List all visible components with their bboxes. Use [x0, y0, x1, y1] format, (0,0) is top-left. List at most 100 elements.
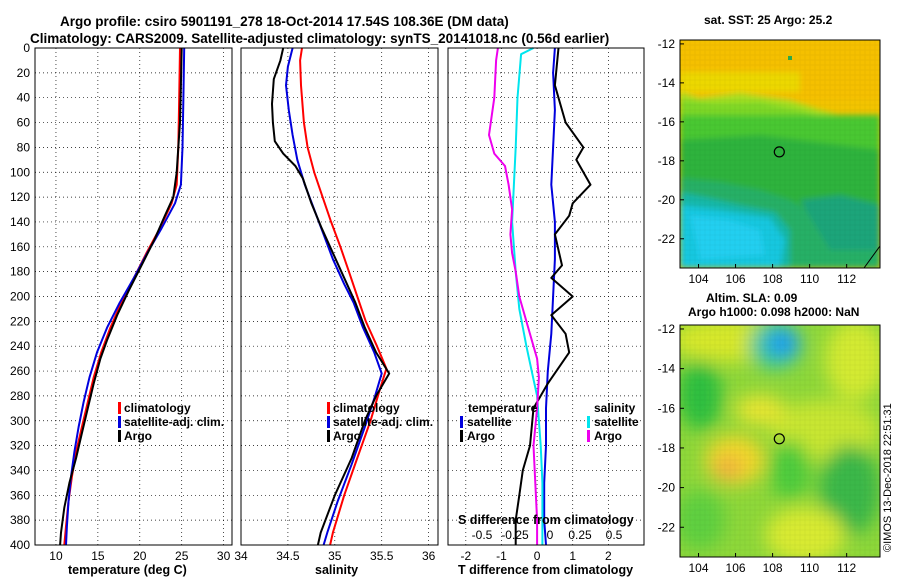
legend-swatch-s-satellite — [587, 416, 590, 428]
map-lon-label: 104 — [689, 561, 709, 575]
temperature-panel: 0 20 40 60 80 100 120 140 160 180 200 220 240 260 280 3… — [10, 41, 233, 577]
x-tick-label: 30 — [217, 549, 231, 563]
map-lat-label: -16 — [658, 115, 676, 129]
depth-tick-label: 400 — [10, 538, 30, 552]
s-difference-ticks: -0.5 -0.25 0 0.25 0.5 — [472, 528, 623, 542]
x-tick-label: 20 — [133, 549, 147, 563]
t-difference-xlabel: T difference from climatology — [458, 563, 633, 577]
map-lon-label: 108 — [763, 272, 783, 286]
legend-swatch-argo — [118, 430, 121, 442]
map-lat-label: -18 — [658, 441, 676, 455]
temperature-xlabel: temperature (deg C) — [68, 563, 187, 577]
legend-swatch-argo — [327, 430, 330, 442]
depth-tick-label: 300 — [10, 414, 30, 428]
depth-tick-label: 100 — [10, 165, 30, 179]
legend-swatch-s-argo — [587, 430, 590, 442]
legend-swatch-climatology — [327, 402, 330, 414]
s-tick-3: 0 — [547, 528, 554, 542]
depth-tick-label: 240 — [10, 339, 30, 353]
salinity-panel: 34 34.5 35 35.5 36 salinity climatology sate… — [234, 47, 439, 577]
sla-map-title-2: Argo h1000: 0.098 h2000: NaN — [688, 305, 859, 319]
s-tick-5: 0.5 — [606, 528, 623, 542]
series-line-argo — [59, 47, 183, 546]
legend-label-t-satellite: satellite — [467, 415, 512, 429]
difference-lines — [488, 47, 592, 546]
depth-tick-label: 80 — [17, 140, 31, 154]
map-lon-label: 106 — [726, 272, 746, 286]
x-tick-label: 35.5 — [370, 549, 394, 563]
series-line-t-satellite — [543, 47, 556, 546]
map-lat-label: -14 — [658, 362, 676, 376]
x-tick-label: 0 — [534, 549, 541, 563]
legend-swatch-satellite — [327, 416, 330, 428]
legend-label-argo: Argo — [333, 429, 361, 443]
map-lon-label: 104 — [689, 272, 709, 286]
map-lon-label: 110 — [800, 561, 819, 575]
temperature-grid — [35, 47, 232, 546]
series-line-climatology — [299, 47, 388, 546]
sst-field — [680, 40, 880, 268]
depth-tick-label: 280 — [10, 389, 30, 403]
sla-field — [680, 325, 880, 557]
series-line-argo — [271, 47, 391, 546]
x-tick-label: 25 — [175, 549, 189, 563]
legend-swatch-t-argo — [460, 430, 463, 442]
depth-tick-label: 200 — [10, 290, 30, 304]
map-lat-label: -22 — [658, 520, 676, 534]
x-tick-label: -1 — [496, 549, 507, 563]
depth-tick-label: 260 — [10, 364, 30, 378]
temperature-tick-labels: 10 15 20 25 30 — [49, 549, 230, 563]
depth-tick-label: 140 — [10, 215, 30, 229]
legend-label-s-argo: Argo — [594, 429, 622, 443]
difference-grid — [448, 47, 644, 546]
difference-axes — [447, 47, 645, 546]
depth-tick-label: 40 — [17, 91, 31, 105]
x-tick-label: 2 — [605, 549, 612, 563]
s-tick-4: 0.25 — [568, 528, 592, 542]
legend-temperature-title: temperature — [468, 401, 538, 415]
depth-tick-label: 20 — [17, 66, 31, 80]
sst-map-title: sat. SST: 25 Argo: 25.2 — [704, 13, 833, 27]
series-line-s-argo — [488, 47, 540, 545]
legend-label-satellite: satellite-adj. clim. — [333, 415, 433, 429]
map-lat-label: -16 — [658, 401, 676, 415]
depth-tick-label: 60 — [17, 116, 31, 130]
depth-tick-label: 0 — [23, 41, 30, 55]
s-tick-1: -0.5 — [472, 528, 493, 542]
x-tick-label: 1 — [569, 549, 576, 563]
sla-map-tick-labels: 104 106 108 110 112 -12 -14 -16 -18 -20 -22 — [658, 322, 857, 575]
t-difference-tick-labels: -2 -1 0 1 2 — [460, 549, 612, 563]
map-lon-label: 110 — [800, 272, 819, 286]
legend-swatch-t-satellite — [460, 416, 463, 428]
depth-tick-label: 220 — [10, 314, 30, 328]
x-tick-label: 15 — [91, 549, 105, 563]
x-tick-label: 36 — [422, 549, 436, 563]
legend-label-climatology: climatology — [124, 401, 191, 415]
depth-tick-label: 320 — [10, 439, 30, 453]
legend-swatch-climatology — [118, 402, 121, 414]
map-lat-label: -14 — [658, 76, 676, 90]
sla-map-axes — [679, 324, 881, 558]
legend-label-climatology: climatology — [333, 401, 400, 415]
x-tick-label: 35 — [328, 549, 342, 563]
sla-map-panel: Altim. SLA: 0.09 Argo h1000: 0.098 h2000… — [658, 291, 881, 575]
depth-tick-label: 180 — [10, 265, 30, 279]
series-line-satellite-adj-clim- — [285, 47, 383, 546]
map-lon-label: 112 — [837, 561, 856, 575]
temperature-legend: climatology satellite-adj. clim. Argo — [118, 401, 224, 443]
depth-tick-label: 120 — [10, 190, 30, 204]
depth-tick-label: 380 — [10, 513, 30, 527]
depth-tick-label: 360 — [10, 488, 30, 502]
map-lon-label: 106 — [726, 561, 746, 575]
legend-swatch-satellite — [118, 416, 121, 428]
map-lat-label: -12 — [658, 322, 676, 336]
figure-subtitle: Climatology: CARS2009. Satellite-adjuste… — [30, 31, 609, 46]
s-tick-2: -0.25 — [501, 528, 529, 542]
salinity-legend: climatology satellite-adj. clim. Argo — [327, 401, 433, 443]
series-line-s-satellite — [511, 47, 544, 545]
salinity-axes — [240, 47, 439, 546]
map-lat-label: -12 — [658, 37, 676, 51]
figure-title: Argo profile: csiro 5901191_278 18-Oct-2… — [60, 14, 509, 29]
salinity-tick-labels: 34 34.5 35 35.5 36 — [234, 549, 435, 563]
